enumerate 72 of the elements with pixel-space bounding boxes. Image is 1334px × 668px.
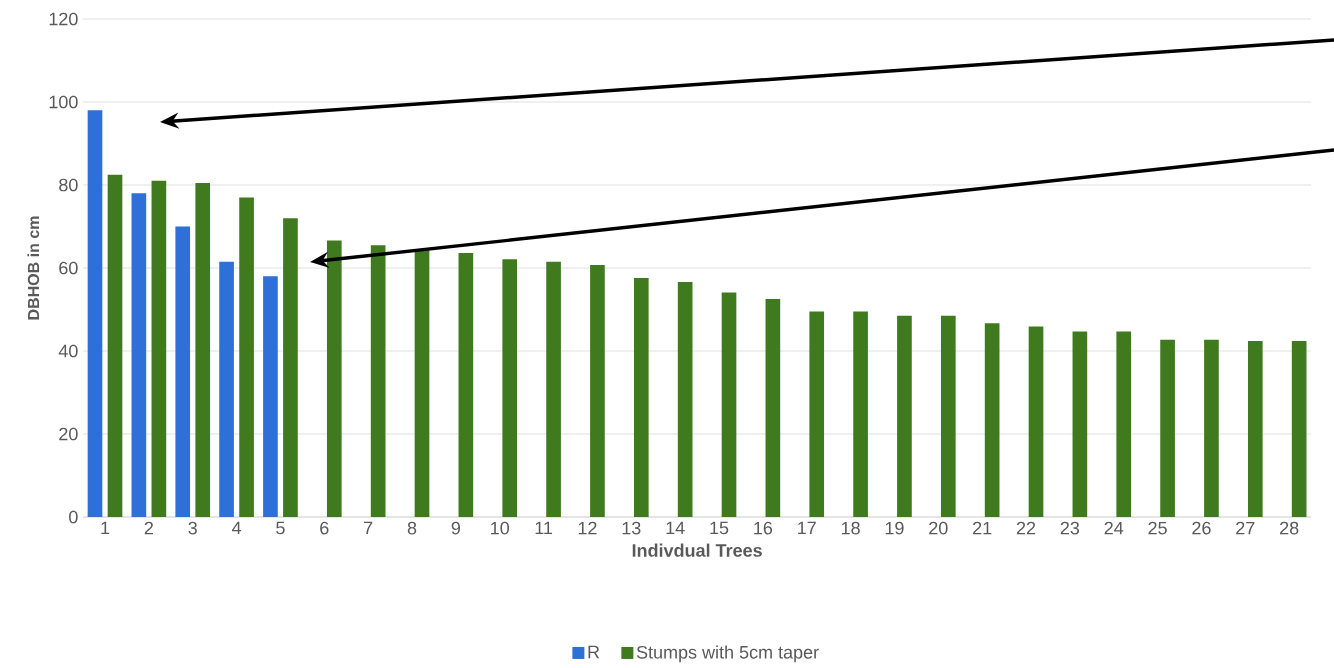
legend-label: R <box>588 645 600 659</box>
x-tick-label: 26 <box>1192 521 1211 535</box>
bar <box>263 276 278 517</box>
bar <box>151 180 167 517</box>
bar <box>984 323 1000 517</box>
x-tick-label: 11 <box>535 521 553 535</box>
bar <box>853 311 868 517</box>
bar <box>1247 341 1263 517</box>
bar <box>633 277 649 517</box>
x-tick-label: 25 <box>1148 521 1167 535</box>
x-axis-title: Indivdual Trees <box>632 543 762 557</box>
x-tick-label: 5 <box>276 521 285 535</box>
x-tick-label: 12 <box>578 521 597 535</box>
x-tick-label: 16 <box>754 521 773 535</box>
bar <box>1160 339 1175 517</box>
bar <box>1072 331 1088 517</box>
bar <box>107 174 123 517</box>
bar <box>326 240 342 517</box>
x-tick-label: 9 <box>451 521 461 535</box>
y-tick-label: 20 <box>59 427 78 441</box>
y-tick-label: 80 <box>59 178 78 192</box>
bar <box>283 218 298 517</box>
bar <box>458 253 474 517</box>
x-tick-label: 27 <box>1236 521 1255 535</box>
y-tick-label: 40 <box>58 344 78 358</box>
bar <box>1116 331 1132 517</box>
x-tick-label: 13 <box>622 521 641 535</box>
y-axis-title: DBHOB in cm <box>27 216 40 320</box>
legend-label: Stumps with 5cm taper <box>636 645 819 663</box>
bar <box>590 265 605 517</box>
x-tick-label: 23 <box>1060 521 1080 535</box>
x-tick-label: 18 <box>841 521 860 535</box>
x-tick-label: 7 <box>364 521 373 535</box>
x-tick-label: 3 <box>188 521 197 535</box>
bar <box>1204 339 1219 517</box>
bar <box>239 197 254 517</box>
bar <box>370 245 386 517</box>
x-tick-label: 4 <box>231 521 242 535</box>
y-tick-label: 120 <box>49 12 78 26</box>
bar <box>809 311 825 517</box>
x-tick-label: 2 <box>144 521 153 535</box>
bar <box>546 261 561 517</box>
bar <box>195 182 211 517</box>
bar <box>940 315 956 517</box>
x-tick-label: 22 <box>1016 521 1036 535</box>
bar <box>1028 326 1044 517</box>
x-tick-label: 19 <box>885 521 904 535</box>
x-tick-label: 1 <box>101 521 110 535</box>
bar <box>677 282 693 517</box>
x-tick-label: 15 <box>710 521 729 535</box>
bar <box>897 315 912 517</box>
y-tick-label: 100 <box>49 95 78 109</box>
bar <box>131 193 147 517</box>
x-tick-label: 21 <box>973 521 992 535</box>
y-tick-label: 0 <box>69 510 78 524</box>
x-tick-label: 20 <box>929 521 948 535</box>
x-tick-label: 10 <box>491 521 510 535</box>
bar <box>219 261 234 517</box>
bar <box>721 292 737 517</box>
y-tick-label: 60 <box>59 261 78 275</box>
x-tick-label: 8 <box>407 521 417 535</box>
bar <box>502 259 518 517</box>
bar <box>175 226 191 517</box>
x-tick-label: 24 <box>1104 521 1124 535</box>
bar <box>87 110 103 517</box>
bar <box>1291 341 1307 517</box>
x-tick-label: 28 <box>1280 521 1299 535</box>
bar <box>414 250 430 517</box>
bar <box>765 299 781 517</box>
x-tick-label: 14 <box>666 521 685 535</box>
x-tick-label: 17 <box>798 521 816 535</box>
x-tick-label: 6 <box>320 521 329 535</box>
